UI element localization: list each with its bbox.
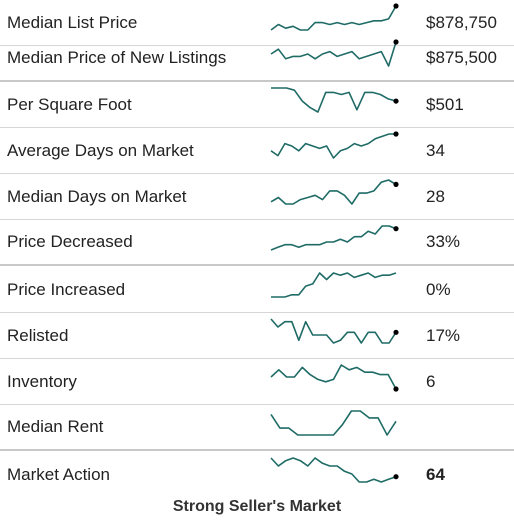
stat-label: Price Decreased: [7, 232, 133, 251]
stat-label: Average Days on Market: [7, 140, 194, 160]
stat-row-market-action: Market Action 64: [0, 452, 514, 498]
stat-label: Median List Price: [7, 12, 138, 32]
sparkline-end-dot: [393, 39, 399, 45]
stat-row-inventory: Inventory 6: [0, 359, 514, 405]
stat-row-per-square-foot: Per Square Foot $501: [0, 82, 514, 128]
sparkline-path: [270, 410, 397, 436]
stat-value: 34: [426, 140, 445, 160]
sparkline-relisted: [270, 318, 399, 344]
sparkline-price-increased: [271, 272, 397, 298]
sparkline-price-decreased: [270, 225, 399, 251]
stat-row-median-rent: Median Rent: [0, 405, 514, 451]
sparkline-end-dot: [393, 329, 399, 335]
stat-label: Median Rent: [7, 417, 104, 436]
sparkline-path: [270, 41, 397, 67]
stat-row-median-list-price: Median List Price $878,750: [0, 0, 514, 46]
stat-label: Per Square Foot: [7, 94, 132, 114]
stat-value: 33%: [426, 232, 461, 251]
sparkline-path: [270, 457, 397, 483]
stat-value: $875,500: [426, 48, 497, 67]
sparkline-market-action: [270, 457, 399, 483]
stat-value: 28: [426, 186, 445, 206]
stat-value: $501: [426, 94, 464, 114]
stat-row-average-days-on-market: Average Days on Market 34: [0, 128, 514, 174]
stat-label: Inventory: [7, 371, 77, 391]
sparkline-path: [270, 5, 397, 31]
sparkline-inventory: [270, 364, 399, 392]
stat-label: Median Price of New Listings: [7, 48, 227, 67]
stat-row-price-increased: Price Increased 0%: [0, 267, 514, 313]
sparkline-path: [270, 318, 397, 344]
sparkline-path: [270, 225, 397, 251]
sparkline-end-dot: [393, 474, 399, 480]
sparkline-end-dot: [393, 386, 399, 392]
stat-row-median-price-new-listings: Median Price of New Listings $875,500: [0, 36, 514, 82]
market-status-label: Strong Seller's Market: [172, 498, 342, 515]
sparkline-median-days-on-market: [270, 179, 399, 205]
sparkline-end-dot: [393, 98, 399, 104]
stat-value: 0%: [426, 279, 451, 299]
stat-value: 17%: [426, 325, 461, 345]
stat-label: Relisted: [7, 325, 69, 345]
sparkline-end-dot: [393, 226, 399, 232]
stat-value: 6: [426, 371, 436, 391]
sparkline-average-days-on-market: [270, 131, 399, 159]
sparkline-end-dot: [393, 131, 399, 137]
sparkline-path: [270, 133, 396, 159]
stat-row-price-decreased: Price Decreased 33%: [0, 220, 514, 266]
stat-label: Price Increased: [7, 279, 126, 299]
stat-row-relisted: Relisted 17%: [0, 313, 514, 359]
sparkline-per-square-foot: [271, 87, 399, 113]
sparkline-path: [270, 179, 397, 205]
stat-label: Market Action: [7, 465, 110, 484]
sparkline-end-dot: [393, 3, 399, 9]
sparkline-median-price-new-listings: [270, 39, 399, 67]
sparkline-median-list-price: [270, 3, 399, 31]
stat-label: Median Days on Market: [7, 186, 187, 206]
stat-value: 64: [426, 465, 445, 484]
sparkline-end-dot: [393, 181, 399, 187]
sparkline-path: [271, 87, 397, 113]
stat-value: $878,750: [426, 12, 497, 32]
sparkline-path: [271, 272, 397, 298]
sparkline-median-rent: [270, 410, 397, 436]
sparkline-path: [270, 364, 397, 390]
stat-row-median-days-on-market: Median Days on Market 28: [0, 174, 514, 220]
